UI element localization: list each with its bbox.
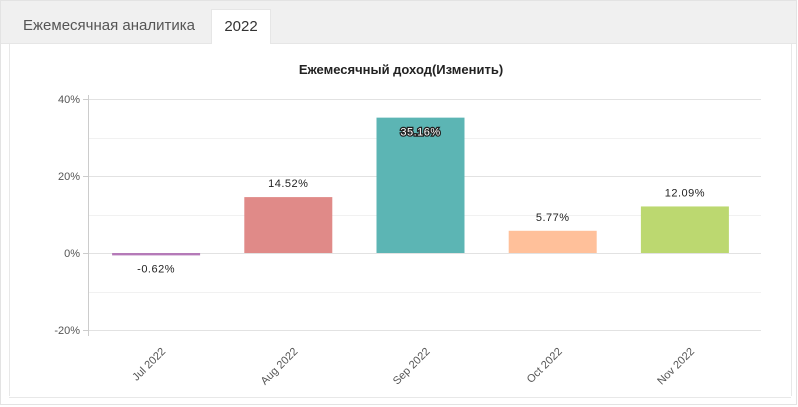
bar[interactable] [112, 253, 201, 256]
bar[interactable] [244, 197, 333, 253]
bar[interactable] [508, 230, 597, 253]
data-label: 12.09% [665, 187, 705, 199]
tab-bar: Ежемесячная аналитика 2022 [1, 1, 796, 44]
data-label: 14.52% [268, 178, 308, 190]
chart-bars [112, 117, 729, 256]
bar[interactable] [640, 206, 729, 253]
y-tick-label: 20% [58, 171, 80, 183]
y-tick-label: 40% [58, 94, 80, 106]
chart-title: Ежемесячный доход(Изменить) [299, 62, 503, 77]
data-label: 35.16% [400, 127, 440, 139]
x-tick-label: Oct 2022 [525, 346, 565, 386]
x-tick-label: Nov 2022 [655, 346, 697, 388]
data-labels: -0.62% 14.52% 35.16% 5.77% 12.09% [137, 125, 705, 275]
chart-panel [9, 44, 792, 396]
bar[interactable] [376, 117, 465, 253]
data-label: 5.77% [536, 212, 570, 224]
panel-bottom-border [9, 397, 791, 398]
x-tick-label: Sep 2022 [391, 346, 433, 388]
y-axis: 40% 20% 0% -20% [54, 94, 89, 337]
data-label: -0.62% [137, 263, 175, 275]
x-axis: Jul 2022 Aug 2022 Sep 2022 Oct 2022 Nov 2022 [130, 346, 697, 388]
x-tick-label: Aug 2022 [259, 346, 301, 388]
tab-monthly-analytics[interactable]: Ежемесячная аналитика [23, 17, 195, 34]
x-tick-label: Jul 2022 [130, 346, 168, 384]
y-tick-label: 0% [64, 248, 80, 260]
tab-2022[interactable]: 2022 [211, 9, 271, 44]
y-tick-label: -20% [54, 325, 80, 337]
